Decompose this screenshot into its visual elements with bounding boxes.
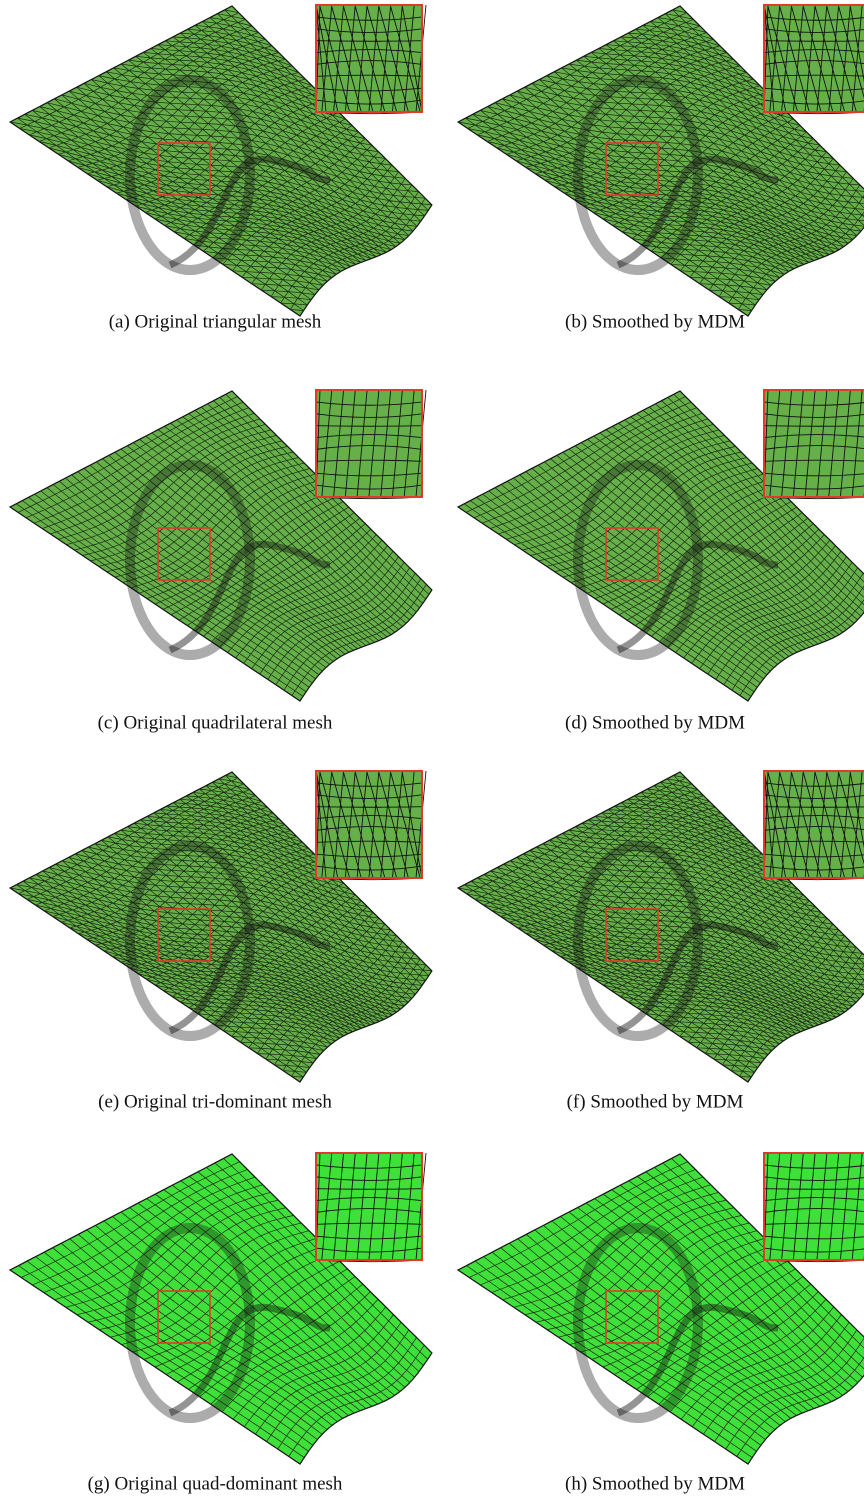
mesh-panel <box>10 1153 432 1464</box>
figure: (a) Original triangular mesh (b) Smoothed… <box>0 0 864 1509</box>
caption: (g) Original quad-dominant mesh <box>88 1473 343 1494</box>
caption: (c) Original quadrilateral mesh <box>98 712 333 733</box>
caption: (b) Smoothed by MDM <box>565 311 745 332</box>
mesh-panel <box>10 5 432 316</box>
mesh-panel <box>458 5 864 316</box>
caption: (h) Smoothed by MDM <box>565 1473 745 1494</box>
mesh-panel <box>10 771 432 1082</box>
mesh-panel <box>458 390 864 701</box>
mesh-panel <box>458 771 864 1082</box>
caption: (a) Original triangular mesh <box>109 311 322 332</box>
mesh-panel <box>458 1153 864 1464</box>
caption: (e) Original tri-dominant mesh <box>98 1091 332 1112</box>
caption: (f) Smoothed by MDM <box>567 1091 744 1112</box>
mesh-panel <box>10 390 432 701</box>
caption: (d) Smoothed by MDM <box>565 712 745 733</box>
